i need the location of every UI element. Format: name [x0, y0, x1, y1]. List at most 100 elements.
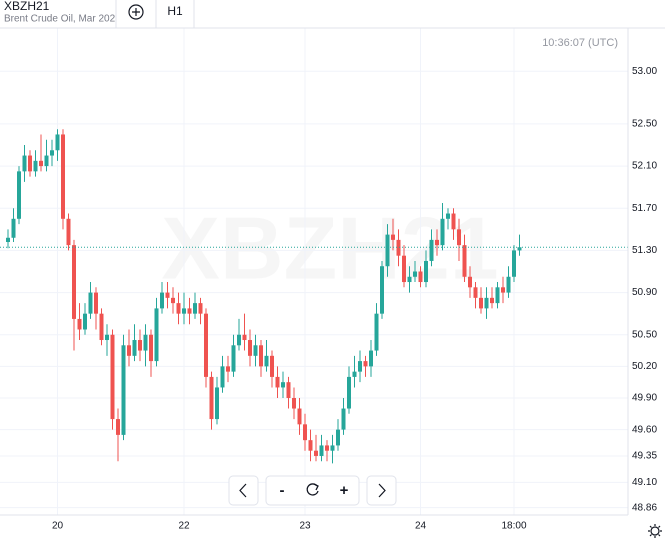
- candle-body: [319, 445, 324, 456]
- candle-body: [303, 424, 307, 441]
- candle-body: [226, 366, 230, 372]
- y-tick-label: 49.60: [632, 424, 657, 435]
- candle-body: [457, 229, 461, 246]
- candle-body: [358, 361, 362, 372]
- candle-body: [264, 355, 269, 367]
- y-tick-label: 51.70: [632, 203, 657, 214]
- candle-body: [484, 297, 489, 309]
- y-tick-label: 52.50: [632, 119, 657, 130]
- candle-body: [55, 134, 60, 151]
- candle-body: [512, 250, 516, 277]
- candle-body: [490, 297, 494, 304]
- candle-body: [22, 155, 27, 172]
- y-tick-label: 53.00: [632, 66, 657, 77]
- candle-body: [435, 239, 439, 246]
- x-tick-label: 22: [178, 521, 190, 532]
- candle-body: [440, 218, 445, 246]
- symbol[interactable]: XBZH21: [4, 0, 50, 13]
- candle-body: [248, 340, 252, 356]
- candle-body: [242, 334, 247, 341]
- candle-body: [325, 445, 329, 451]
- candle-body: [336, 429, 340, 446]
- header: [0, 0, 665, 28]
- candle-body: [237, 334, 241, 346]
- candle-body: [143, 334, 148, 351]
- zoom-in-button[interactable]: +: [340, 482, 349, 499]
- candle-body: [352, 371, 357, 377]
- candle-body: [33, 160, 38, 172]
- y-tick-label: 50.50: [632, 329, 657, 340]
- candle-body: [473, 287, 478, 298]
- candle-body: [330, 445, 335, 451]
- candle-body: [17, 171, 21, 219]
- candle-body: [28, 155, 32, 172]
- x-tick-label: 24: [415, 521, 427, 532]
- candle-body: [253, 345, 258, 356]
- y-tick-label: 48.86: [632, 502, 657, 513]
- candle-body: [204, 313, 208, 377]
- y-tick-label: 50.90: [632, 287, 657, 298]
- candle-body: [121, 345, 126, 435]
- zoom-out-button[interactable]: -: [280, 482, 285, 499]
- candle-body: [220, 366, 225, 388]
- candle-body: [105, 334, 109, 341]
- candle-body: [11, 218, 16, 238]
- x-tick-label: 18:00: [501, 521, 526, 532]
- candle-body: [193, 303, 197, 314]
- candle-body: [462, 245, 467, 277]
- candle-body: [297, 408, 302, 425]
- candle-body: [380, 266, 384, 314]
- candle-body: [154, 308, 159, 362]
- candle-body: [270, 355, 274, 377]
- settings-button[interactable]: [648, 524, 662, 538]
- candle-body: [391, 234, 395, 240]
- y-tick-label: 49.90: [632, 393, 657, 404]
- candle-body: [132, 340, 137, 356]
- candle-body: [468, 276, 472, 288]
- compare-button[interactable]: [128, 4, 144, 20]
- candle-body: [165, 292, 170, 298]
- x-tick-label: 23: [299, 521, 311, 532]
- candle-body: [286, 382, 291, 398]
- candle-body: [424, 260, 428, 283]
- candle-body: [77, 318, 82, 330]
- candle-body: [413, 271, 417, 277]
- candle-body: [281, 382, 285, 388]
- reset-button[interactable]: [306, 483, 319, 496]
- interval-button[interactable]: H1: [167, 4, 183, 18]
- zoom-group: [265, 475, 360, 506]
- scroll-left-button[interactable]: [228, 475, 259, 506]
- candle-body: [160, 292, 164, 309]
- candle-body: [88, 292, 93, 314]
- candle-body: [407, 276, 412, 283]
- candle-body: [402, 255, 406, 283]
- candle-body: [231, 345, 236, 372]
- candle-body: [110, 334, 115, 420]
- candle-body: [99, 313, 104, 341]
- candle-body: [314, 450, 318, 456]
- scroll-right-button[interactable]: [366, 475, 397, 506]
- candle-body: [209, 376, 214, 420]
- candle-body: [259, 345, 263, 367]
- candle-body: [66, 218, 71, 246]
- timestamp: 10:36:07 (UTC): [542, 37, 618, 49]
- x-tick-label: 20: [52, 521, 64, 532]
- candle-body: [61, 134, 65, 219]
- candle-body: [385, 234, 390, 267]
- candle-body: [451, 213, 456, 230]
- candle-body: [446, 213, 450, 219]
- y-tick-label: 50.20: [632, 361, 657, 372]
- y-tick-label: 49.10: [632, 477, 657, 488]
- y-tick-label: 49.35: [632, 451, 657, 462]
- candle-body: [517, 247, 522, 251]
- candle-body: [479, 297, 483, 309]
- candle-body: [94, 292, 98, 314]
- y-tick-label: 52.10: [632, 161, 657, 172]
- candle-body: [308, 440, 313, 451]
- candle-body: [198, 303, 203, 314]
- candle-body: [72, 245, 76, 319]
- candle-body: [83, 313, 87, 330]
- description: Brent Crude Oil, Mar 202: [4, 14, 116, 25]
